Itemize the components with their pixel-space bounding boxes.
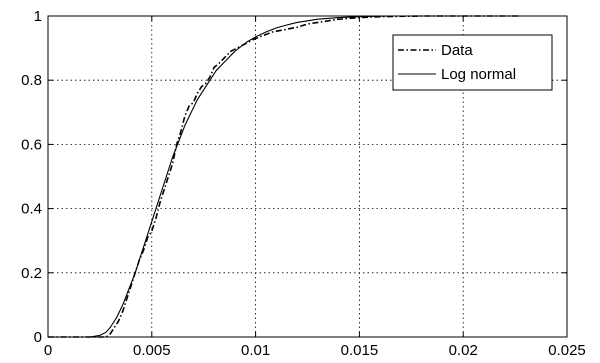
y-tick-label: 0.4 [21,201,42,218]
legend-label: Data [441,42,473,59]
x-tick-label: 0.01 [241,342,270,359]
series-layer [48,15,520,338]
legend-box [392,34,553,91]
y-tick-label: 1 [34,8,42,25]
x-tick-label: 0.005 [133,342,171,359]
x-tick-label: 0.025 [548,342,586,359]
legend-label: Log normal [441,66,516,83]
axis-ticks: 0 0.005 0.01 0.015 0.02 0.025 0 0.2 0.4 0.6 0.8 1 [21,8,586,359]
y-tick-label: 0.6 [21,136,42,153]
plot-frame [47,15,568,338]
y-tick-label: 0.2 [21,265,42,282]
x-tick-label: 0 [44,342,52,359]
y-tick-label: 0 [34,329,42,346]
legend: Data Log normal [392,34,553,91]
x-tick-label: 0.02 [449,342,478,359]
x-tick-label: 0.015 [341,342,379,359]
series-line-log-normal [48,15,391,338]
y-tick-label: 0.8 [21,72,42,89]
